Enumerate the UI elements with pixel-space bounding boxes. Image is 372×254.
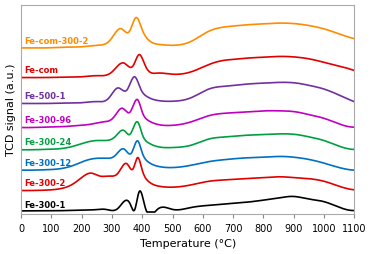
- Text: Fe-300-2: Fe-300-2: [24, 179, 65, 187]
- Text: Fe-500-1: Fe-500-1: [24, 92, 65, 101]
- Text: Fe-300-96: Fe-300-96: [24, 116, 71, 125]
- Text: Fe-300-1: Fe-300-1: [24, 200, 65, 209]
- Text: Fe-300-24: Fe-300-24: [24, 138, 71, 147]
- Y-axis label: TCD signal (a.u.): TCD signal (a.u.): [6, 64, 16, 156]
- Text: Fe-300-12: Fe-300-12: [24, 158, 71, 167]
- Text: Fe-com: Fe-com: [24, 66, 58, 75]
- X-axis label: Temperature (°C): Temperature (°C): [140, 239, 236, 248]
- Text: Fe-com-300-2: Fe-com-300-2: [24, 36, 89, 45]
